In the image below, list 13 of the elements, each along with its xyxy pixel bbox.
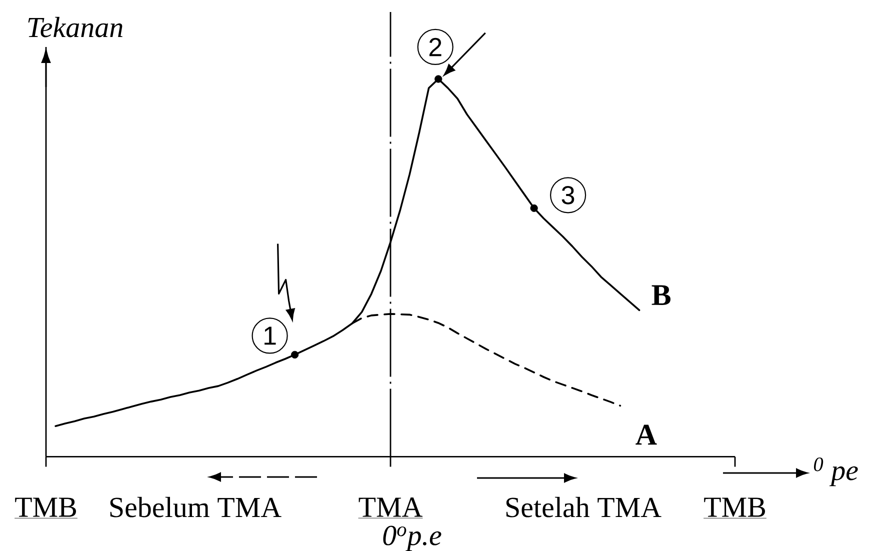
x-tick-label: TMB: [704, 498, 766, 517]
annotation: 3: [562, 186, 574, 204]
x-tick-label: TMB: [15, 498, 76, 517]
series-label: B: [652, 285, 670, 306]
x-tick-label: TMA: [358, 498, 423, 517]
annotation: 1: [264, 326, 276, 345]
y-axis-title: Tekanan: [28, 16, 122, 38]
text: Sebelum TMA: [110, 496, 282, 518]
text: 0$^{o}$p.e: [383, 526, 442, 551]
x-axis-title: $^{0}$ pe: [814, 458, 858, 486]
series-label: A: [636, 424, 657, 445]
text: 2: [429, 38, 442, 56]
text: Setelah TMA: [506, 496, 662, 518]
